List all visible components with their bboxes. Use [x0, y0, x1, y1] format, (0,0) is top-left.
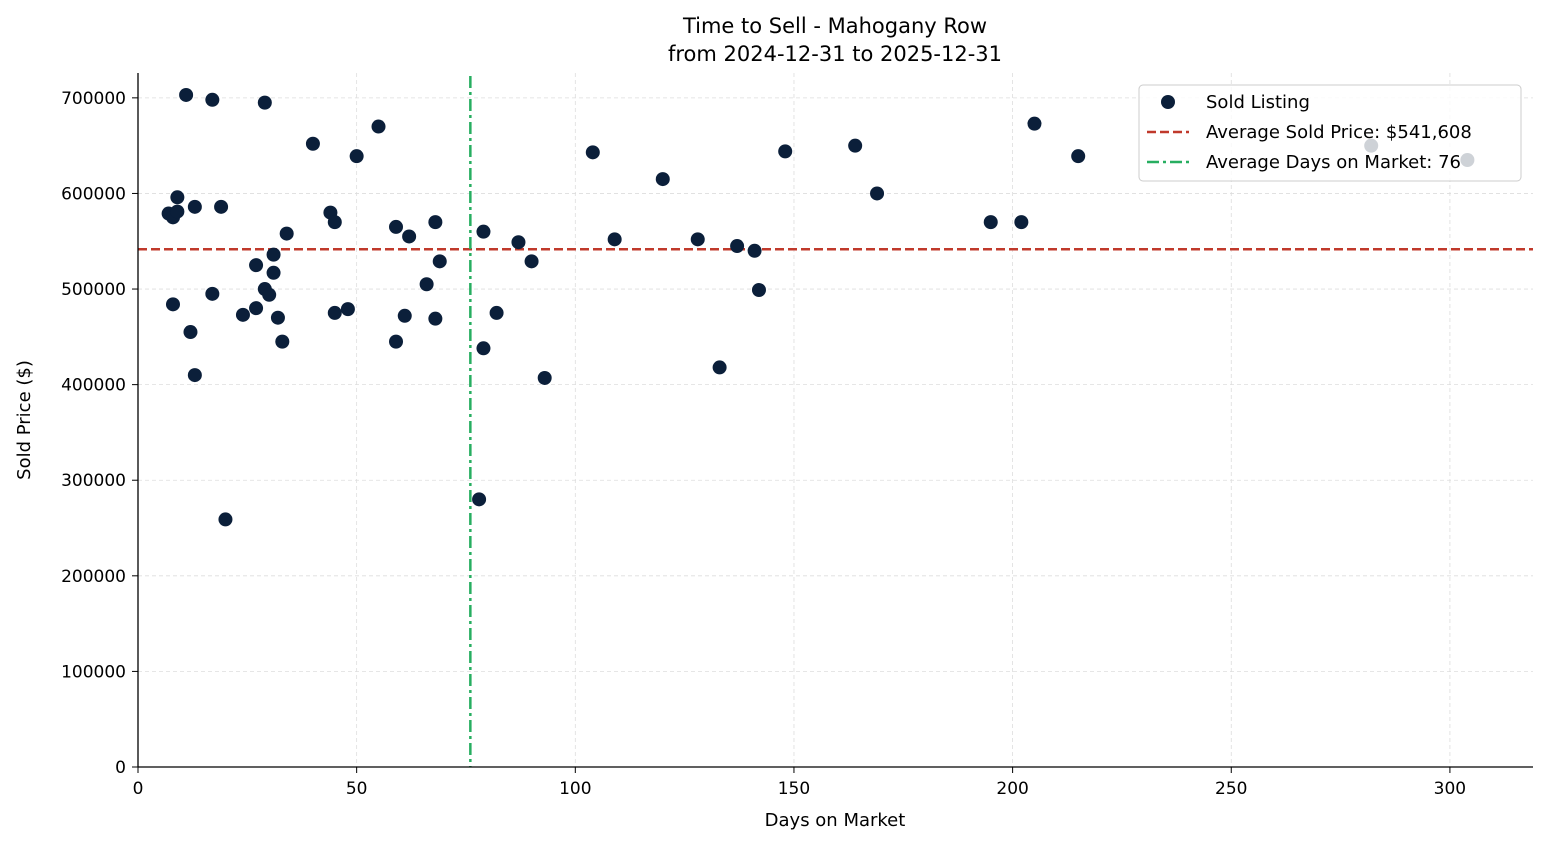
x-tick-label: 250: [1215, 779, 1247, 799]
y-tick-label: 200000: [61, 567, 126, 587]
data-point: [305, 136, 320, 151]
data-point: [327, 215, 342, 230]
data-point: [205, 286, 220, 301]
data-point: [585, 145, 600, 160]
data-point: [262, 287, 277, 302]
data-point: [432, 254, 447, 269]
legend-avg-days: Average Days on Market: 76: [1206, 152, 1461, 173]
data-point: [275, 334, 290, 349]
data-point: [1027, 116, 1042, 131]
data-point: [537, 370, 552, 385]
data-point: [655, 172, 670, 187]
data-point: [279, 226, 294, 241]
data-point: [179, 87, 194, 102]
x-tick-label: 150: [778, 779, 810, 799]
data-point: [183, 325, 198, 340]
x-axis-label: Days on Market: [765, 810, 906, 831]
data-point: [472, 492, 487, 507]
data-point: [747, 243, 762, 258]
data-point: [489, 305, 504, 320]
data-point: [235, 307, 250, 322]
data-point: [983, 215, 998, 230]
data-point: [249, 301, 264, 316]
data-point: [848, 138, 863, 153]
y-tick-label: 500000: [61, 280, 126, 300]
data-point: [607, 232, 622, 247]
data-point: [428, 311, 443, 326]
data-point: [730, 239, 745, 254]
y-tick-label: 0: [115, 758, 126, 778]
data-point: [165, 297, 180, 312]
data-point: [402, 229, 417, 244]
data-point: [397, 308, 412, 323]
y-tick-label: 700000: [61, 89, 126, 109]
data-point: [214, 199, 229, 214]
data-point: [1014, 215, 1029, 230]
chart-subtitle: from 2024-12-31 to 2025-12-31: [668, 42, 1002, 66]
y-tick-label: 300000: [61, 471, 126, 491]
legend-marker-sold: [1161, 95, 1175, 109]
legend-avg-price: Average Sold Price: $541,608: [1206, 122, 1472, 143]
data-point: [266, 247, 281, 262]
data-point: [205, 92, 220, 107]
data-point: [270, 310, 285, 325]
data-point: [712, 360, 727, 375]
data-point: [187, 368, 202, 383]
data-point: [690, 232, 705, 247]
data-point: [870, 186, 885, 201]
data-point: [170, 190, 185, 205]
data-point: [389, 334, 404, 349]
data-point: [349, 149, 364, 164]
y-tick-label: 400000: [61, 376, 126, 396]
y-axis-label: Sold Price ($): [14, 360, 35, 480]
data-point: [371, 119, 386, 134]
y-tick-label: 600000: [61, 184, 126, 204]
x-tick-label: 100: [559, 779, 591, 799]
legend-sold-listing: Sold Listing: [1206, 92, 1310, 113]
data-point: [170, 204, 185, 219]
data-point: [187, 199, 202, 214]
data-point: [751, 282, 766, 297]
data-point: [524, 254, 539, 269]
x-tick-label: 200: [996, 779, 1028, 799]
x-tick-label: 0: [133, 779, 144, 799]
data-point: [266, 265, 281, 280]
chart-title: Time to Sell - Mahogany Row: [682, 14, 987, 38]
data-point: [428, 215, 443, 230]
data-point: [476, 224, 491, 239]
data-point: [1071, 149, 1086, 164]
data-point: [389, 219, 404, 234]
data-point: [340, 302, 355, 317]
data-point: [476, 341, 491, 356]
x-tick-label: 50: [346, 779, 368, 799]
data-point: [778, 144, 793, 159]
y-tick-label: 100000: [61, 662, 126, 682]
x-tick-label: 300: [1434, 779, 1466, 799]
legend: Sold Listing Average Sold Price: $541,60…: [1138, 84, 1522, 182]
data-point: [419, 277, 434, 292]
data-point: [511, 235, 526, 250]
data-point: [249, 258, 264, 273]
data-point: [218, 512, 233, 527]
data-point: [327, 305, 342, 320]
data-point: [257, 95, 272, 110]
